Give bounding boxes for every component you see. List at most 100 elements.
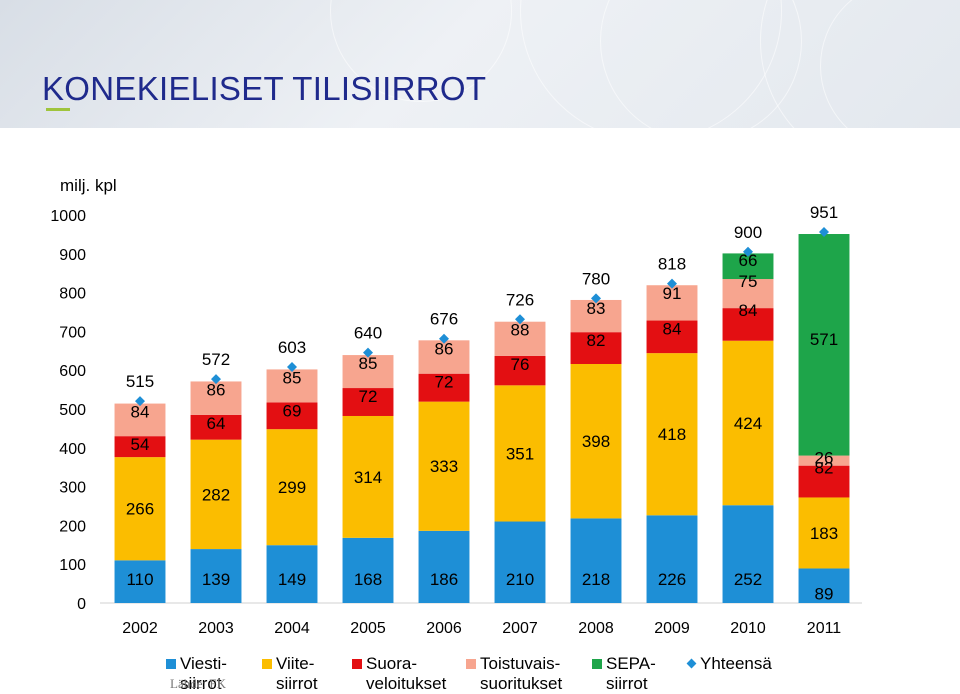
bar-segment xyxy=(722,505,774,603)
legend-label: Viite- siirrot xyxy=(276,654,318,693)
legend-swatch xyxy=(592,659,602,669)
y-tick-label: 400 xyxy=(59,441,86,458)
total-label: 603 xyxy=(278,338,306,357)
data-label: 84 xyxy=(739,301,758,320)
bar-segment xyxy=(494,321,546,356)
data-label: 183 xyxy=(810,524,838,543)
x-tick-label: 2008 xyxy=(578,620,614,637)
y-tick-label: 100 xyxy=(59,557,86,574)
x-tick-label: 2009 xyxy=(654,620,690,637)
total-label: 726 xyxy=(506,290,534,309)
total-marker xyxy=(287,362,297,373)
x-tick-label: 2007 xyxy=(502,620,538,637)
total-label: 951 xyxy=(810,203,838,222)
bar-segment xyxy=(190,414,242,440)
data-label: 89 xyxy=(815,585,834,604)
data-label: 66 xyxy=(739,251,758,270)
bar-segment xyxy=(342,388,394,416)
bar-segment xyxy=(266,369,318,403)
legend-marker-icon xyxy=(686,658,697,669)
bar-segment xyxy=(418,373,470,402)
bar-segment xyxy=(570,332,622,364)
total-marker xyxy=(667,278,677,289)
y-tick-label: 800 xyxy=(59,286,86,303)
data-label: 82 xyxy=(815,459,834,478)
bar-segment xyxy=(342,415,394,538)
bar-segment xyxy=(798,234,850,456)
total-marker xyxy=(363,347,373,358)
bar-segment xyxy=(266,429,318,546)
data-label: 86 xyxy=(435,339,454,358)
data-label: 226 xyxy=(658,570,686,589)
legend-swatch xyxy=(466,659,476,669)
total-marker xyxy=(211,374,221,385)
data-label: 84 xyxy=(663,320,682,339)
bar-segment xyxy=(342,355,394,389)
bar-segment xyxy=(114,560,166,603)
y-tick-label: 900 xyxy=(59,247,86,264)
data-label: 218 xyxy=(582,570,610,589)
bar-segment xyxy=(646,353,698,516)
total-marker xyxy=(135,396,145,407)
legend-label: Viesti- siirrot xyxy=(180,654,227,693)
bar-segment xyxy=(646,320,698,354)
y-tick-label: 300 xyxy=(59,480,86,497)
data-label: 424 xyxy=(734,414,762,433)
y-tick-label: 200 xyxy=(59,518,86,535)
total-marker xyxy=(819,227,829,238)
legend-label: SEPA- siirrot xyxy=(606,654,656,693)
x-tick-label: 2006 xyxy=(426,620,462,637)
total-marker xyxy=(439,333,449,344)
total-label: 640 xyxy=(354,324,382,343)
data-label: 26 xyxy=(815,449,834,468)
data-label: 72 xyxy=(359,387,378,406)
bar-segment xyxy=(722,279,774,309)
data-label: 76 xyxy=(511,355,530,374)
x-tick-label: 2005 xyxy=(350,620,386,637)
data-label: 88 xyxy=(511,321,530,340)
bar-segment xyxy=(266,402,318,430)
data-label: 85 xyxy=(359,354,378,373)
data-label: 110 xyxy=(126,570,153,589)
legend-swatch xyxy=(166,659,176,669)
data-label: 282 xyxy=(202,485,230,504)
legend-label: Toistuvais- suoritukset xyxy=(480,654,563,693)
data-label: 266 xyxy=(126,500,154,519)
bar-segment xyxy=(494,385,546,522)
total-label: 515 xyxy=(126,372,154,391)
bar-segment xyxy=(114,403,166,437)
legend-label: Suora- veloitukset xyxy=(366,654,447,693)
bar-segment xyxy=(114,457,166,561)
title-accent xyxy=(46,108,70,111)
bar-segment xyxy=(798,455,850,466)
bar-segment xyxy=(342,537,394,603)
data-label: 252 xyxy=(734,570,762,589)
data-label: 139 xyxy=(202,570,230,589)
data-label: 351 xyxy=(506,444,534,463)
x-tick-label: 2004 xyxy=(274,620,310,637)
page-title: KONEKIELISET TILISIIRROT xyxy=(42,70,487,107)
total-label: 818 xyxy=(658,255,686,274)
bar-segment xyxy=(494,521,546,603)
bar-segment xyxy=(570,518,622,603)
data-label: 54 xyxy=(131,435,150,454)
data-label: 571 xyxy=(810,330,838,349)
x-tick-label: 2011 xyxy=(807,620,842,637)
y-tick-label: 0 xyxy=(77,596,86,613)
bar-segment xyxy=(114,436,166,458)
data-label: 314 xyxy=(354,468,382,487)
bar-segment xyxy=(570,299,622,333)
data-label: 333 xyxy=(430,457,458,476)
data-label: 210 xyxy=(506,570,534,589)
y-tick-label: 700 xyxy=(59,324,86,341)
bar-segment xyxy=(798,465,850,498)
total-label: 572 xyxy=(202,350,230,369)
bar-segment xyxy=(190,439,242,550)
data-label: 398 xyxy=(582,432,610,451)
y-tick-label: 500 xyxy=(59,402,86,419)
bar-segment xyxy=(494,355,546,386)
total-label: 780 xyxy=(582,269,610,288)
x-tick-label: 2010 xyxy=(730,620,766,637)
bar-segment xyxy=(646,285,698,321)
